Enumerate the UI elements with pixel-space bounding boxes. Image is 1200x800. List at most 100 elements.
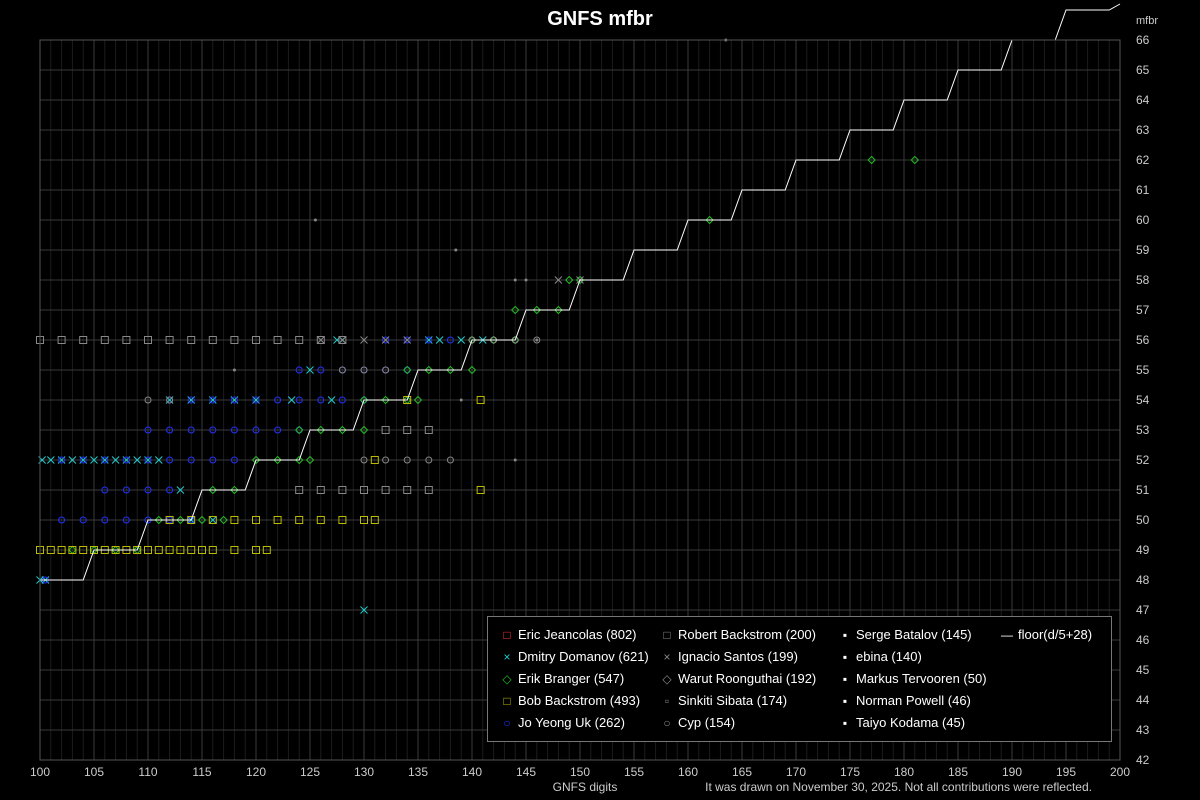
legend-label: Serge Batalov (145) bbox=[856, 627, 972, 642]
data-point bbox=[154, 456, 163, 464]
data-point bbox=[166, 456, 174, 464]
y-tick-label: 43 bbox=[1136, 723, 1150, 737]
legend-label: Norman Powell (46) bbox=[856, 693, 971, 708]
data-point bbox=[425, 456, 433, 464]
y-tick-labels: 42 43 44 45 46 47 48 49 50 51 52 53 54 55 56 57 58 59 60 61… bbox=[1136, 33, 1150, 767]
data-point bbox=[230, 396, 238, 404]
data-point bbox=[79, 336, 88, 344]
data-point bbox=[403, 336, 412, 344]
data-point bbox=[370, 456, 379, 464]
legend: □ Eric Jeancolas (802) × Dmitry Domanov (62… bbox=[487, 616, 1112, 742]
data-point bbox=[90, 456, 98, 464]
data-point bbox=[154, 546, 163, 554]
data-point bbox=[274, 396, 282, 404]
legend-label: Ignacio Santos (199) bbox=[678, 649, 798, 664]
y-tick-label: 53 bbox=[1136, 423, 1150, 437]
data-point bbox=[198, 546, 206, 554]
dot-marker-icon: ▪ bbox=[842, 672, 848, 686]
data-point bbox=[327, 396, 336, 404]
data-point bbox=[295, 516, 304, 524]
data-point bbox=[57, 336, 66, 344]
data-point bbox=[403, 456, 411, 464]
data-point bbox=[176, 515, 185, 525]
y-tick-label: 57 bbox=[1136, 303, 1150, 317]
data-point bbox=[187, 426, 195, 434]
data-point bbox=[316, 336, 325, 344]
data-point bbox=[403, 426, 412, 434]
x-tick-label: 145 bbox=[516, 765, 536, 779]
legend-item: ▪ Serge Batalov (145) bbox=[838, 627, 972, 642]
y-tick-label: 55 bbox=[1136, 363, 1150, 377]
data-point bbox=[403, 336, 411, 344]
legend-item: ◇ Warut Roonguthai (192) bbox=[660, 671, 816, 686]
data-point bbox=[360, 366, 368, 374]
data-point bbox=[446, 365, 455, 375]
data-point bbox=[176, 546, 185, 554]
x-tick-label: 165 bbox=[732, 765, 752, 779]
legend-item: ◇ Erik Branger (547) bbox=[500, 671, 624, 686]
legend-item: ▪ Norman Powell (46) bbox=[838, 693, 971, 708]
data-point bbox=[79, 516, 87, 524]
data-point bbox=[867, 155, 876, 165]
y-tick-label: 46 bbox=[1136, 633, 1150, 647]
y-tick-label: 48 bbox=[1136, 573, 1150, 587]
y-tick-label: 58 bbox=[1136, 273, 1150, 287]
square-marker-icon: □ bbox=[503, 628, 511, 642]
data-point bbox=[252, 546, 260, 554]
y-tick-label: 49 bbox=[1136, 543, 1150, 557]
data-point bbox=[513, 458, 517, 462]
x-tick-label: 130 bbox=[354, 765, 374, 779]
legend-label: Jo Yeong Uk (262) bbox=[518, 715, 625, 730]
data-point bbox=[317, 366, 325, 374]
legend-item: □ Eric Jeancolas (802) bbox=[500, 627, 636, 642]
data-point bbox=[382, 336, 390, 344]
legend-item: ○ Cyp (154) bbox=[660, 715, 735, 730]
diamond-marker-icon: ◇ bbox=[502, 672, 512, 686]
data-point bbox=[273, 516, 282, 524]
x-tick-label: 170 bbox=[786, 765, 806, 779]
legend-label: floor(d/5+28) bbox=[1018, 627, 1093, 642]
data-point bbox=[252, 336, 260, 344]
legend-label: Sinkiti Sibata (174) bbox=[678, 693, 788, 708]
data-point bbox=[535, 338, 539, 342]
data-point bbox=[165, 546, 174, 554]
y-tick-label: 44 bbox=[1136, 693, 1150, 707]
legend-label: Taiyo Kodama (45) bbox=[856, 715, 966, 730]
data-point bbox=[564, 275, 574, 285]
plot-frame bbox=[39, 39, 1121, 761]
y-tick-label: 50 bbox=[1136, 513, 1150, 527]
dot-marker-icon: ▪ bbox=[842, 650, 848, 664]
data-point bbox=[705, 215, 714, 225]
data-point bbox=[294, 455, 304, 465]
data-point bbox=[252, 396, 260, 404]
data-point bbox=[338, 366, 346, 374]
data-point bbox=[316, 516, 325, 524]
small-square-marker-icon: ▫ bbox=[664, 694, 670, 708]
data-point bbox=[382, 366, 390, 374]
data-point bbox=[446, 336, 454, 344]
y-tick-label: 54 bbox=[1136, 393, 1150, 407]
data-point bbox=[101, 486, 109, 494]
x-marker-icon: × bbox=[503, 650, 511, 664]
data-point bbox=[454, 248, 458, 252]
data-point bbox=[208, 546, 217, 554]
data-point bbox=[176, 486, 185, 494]
legend-label: Cyp (154) bbox=[678, 715, 736, 730]
y-tick-label: 62 bbox=[1136, 153, 1150, 167]
data-point bbox=[435, 336, 444, 344]
data-point bbox=[360, 336, 368, 344]
data-point bbox=[273, 336, 282, 344]
square-marker-icon: □ bbox=[503, 694, 511, 708]
data-point bbox=[122, 336, 131, 344]
x-tick-label: 175 bbox=[840, 765, 860, 779]
data-point bbox=[197, 515, 207, 525]
data-point bbox=[101, 456, 109, 464]
data-point bbox=[306, 366, 314, 374]
x-tick-label: 200 bbox=[1110, 765, 1130, 779]
data-point bbox=[100, 336, 109, 344]
data-point bbox=[144, 336, 152, 344]
legend-item: □ Robert Backstrom (200) bbox=[660, 627, 816, 642]
data-point bbox=[219, 515, 228, 525]
y-tick-label: 45 bbox=[1136, 663, 1150, 677]
step-line-floor bbox=[40, 3, 1121, 581]
